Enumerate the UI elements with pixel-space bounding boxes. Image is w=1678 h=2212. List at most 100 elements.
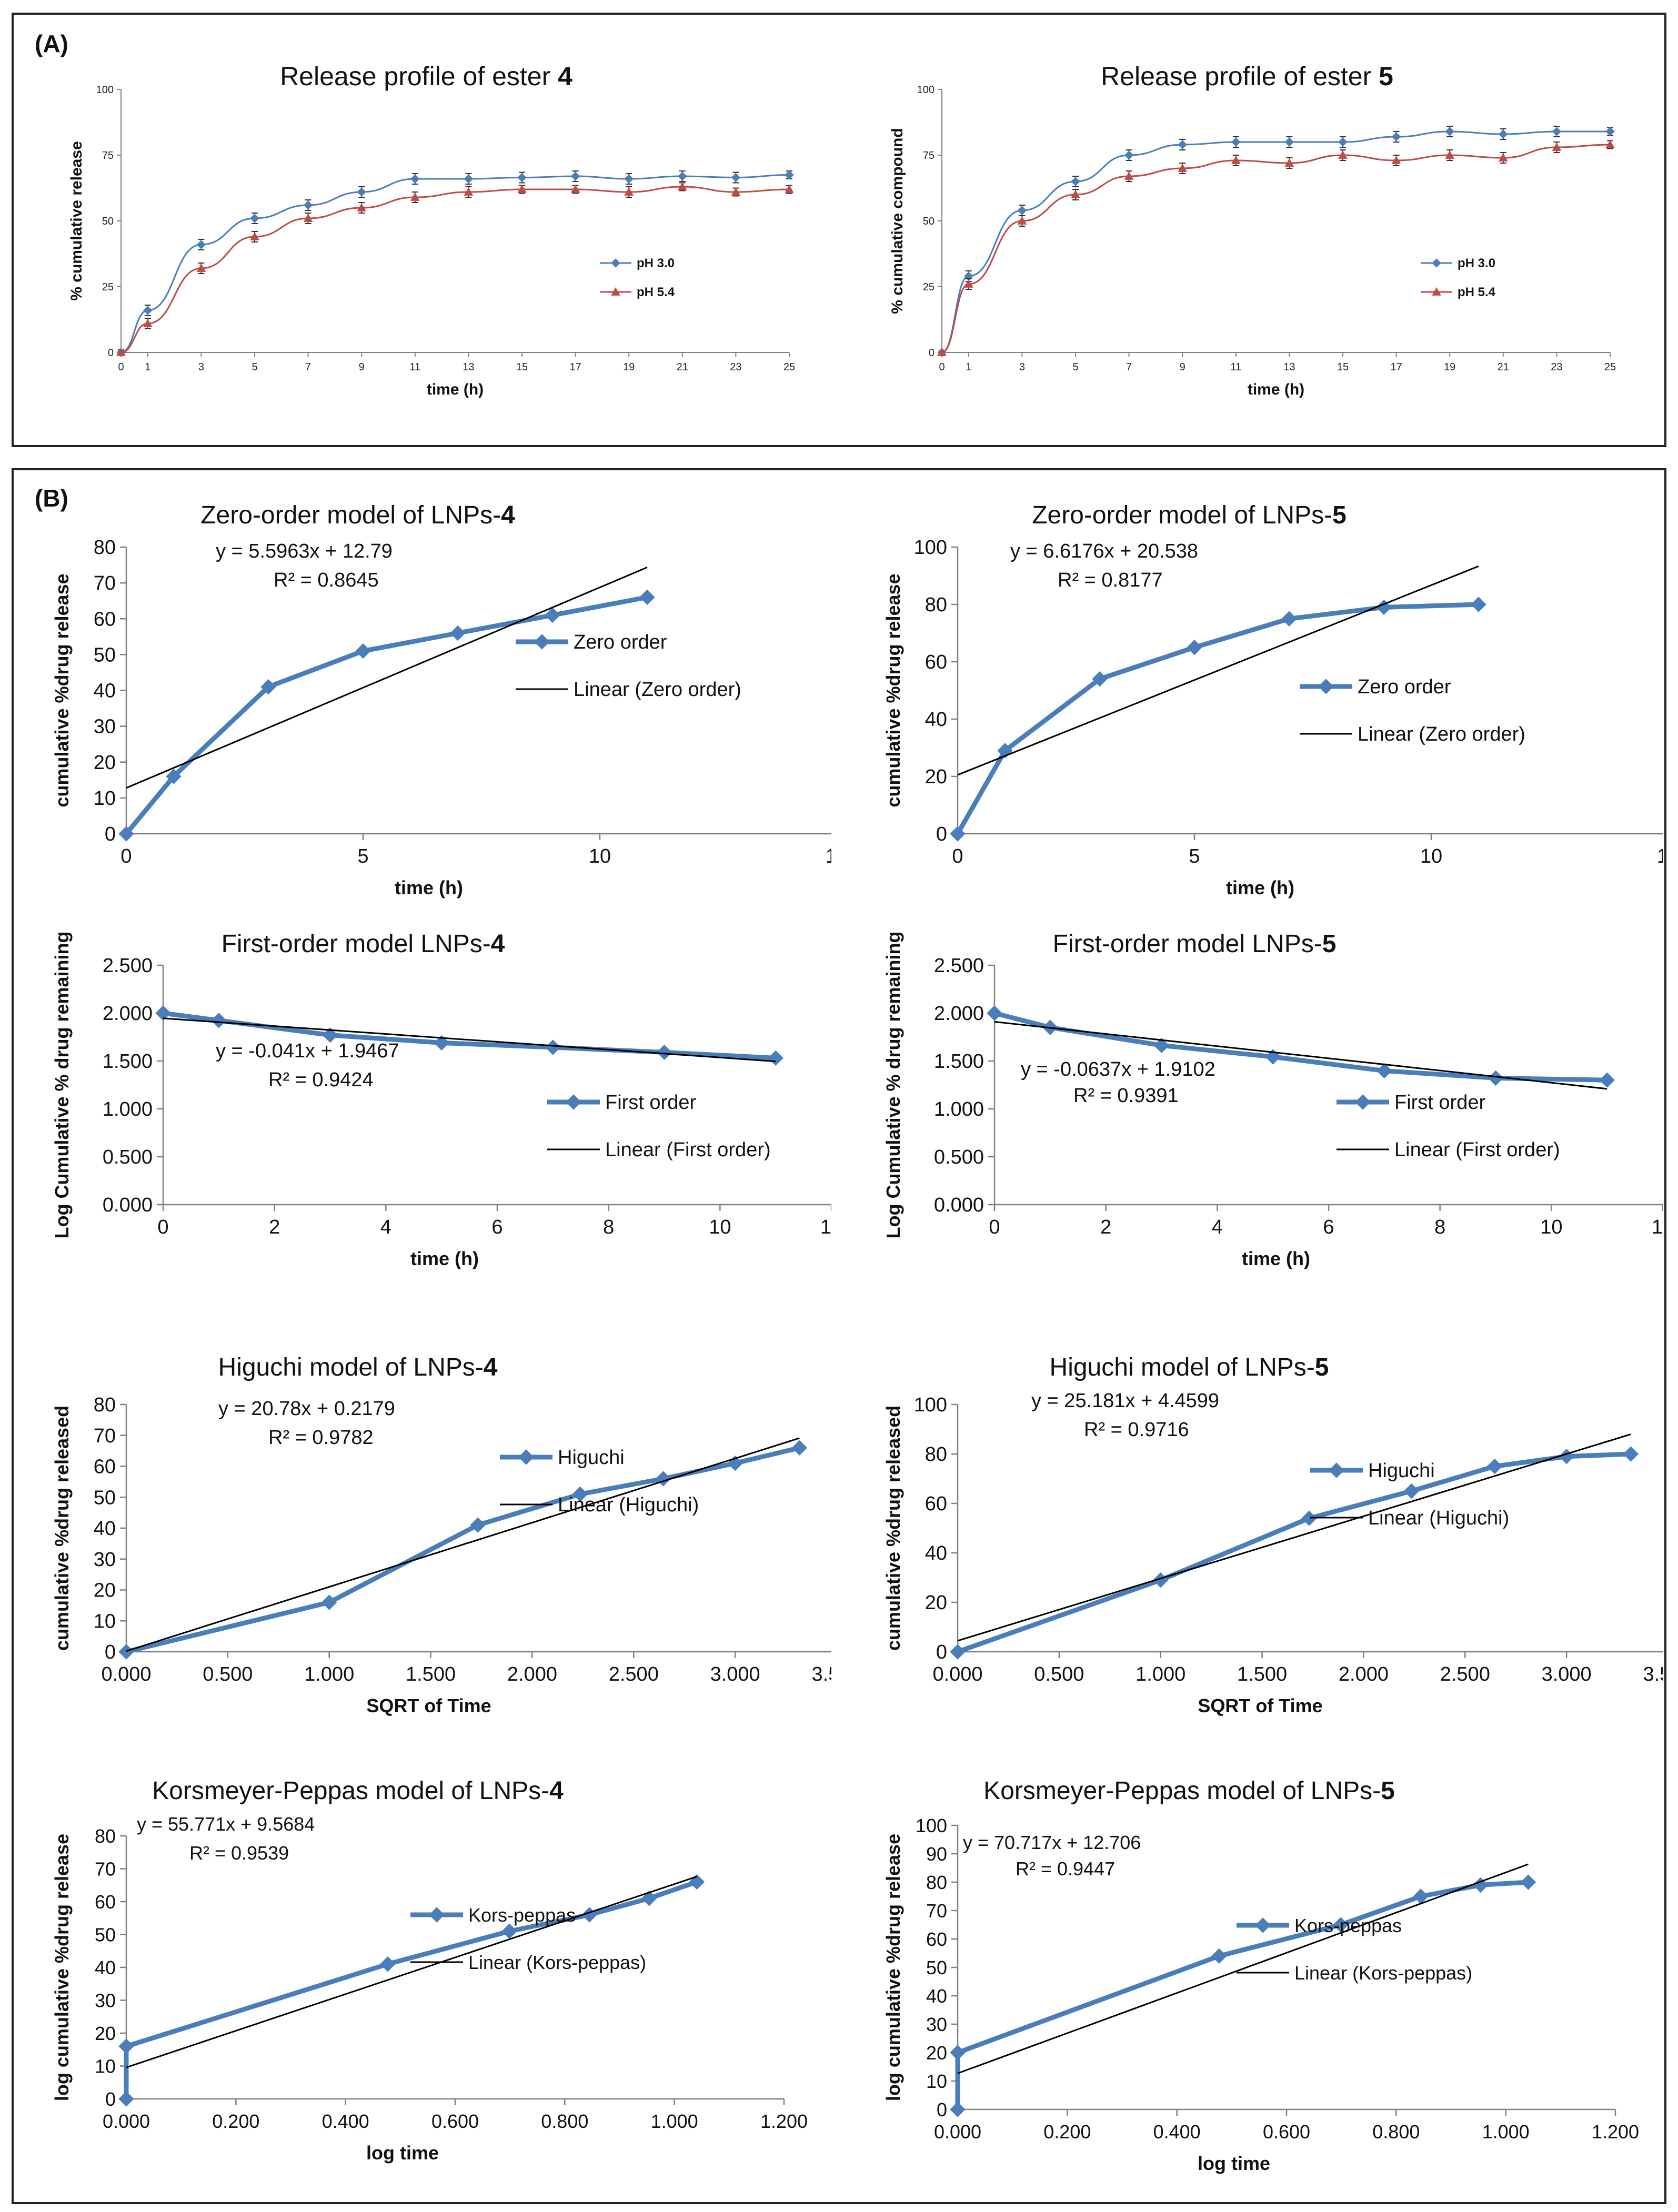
data-point [1178,140,1187,149]
data-point [357,188,366,196]
y-tick-label: 0 [105,2088,116,2110]
chart-higuchi-lnps-5: Higuchi model of LNPs-50204060801000.000… [852,1347,1663,1731]
chart-zero-order-lnps-5: Zero-order model of LNPs-50204060801000 5… [852,489,1663,921]
data-point [950,1644,965,1659]
y-tick-label: 20 [94,1580,116,1602]
data-point [119,2092,134,2106]
x-tick-label: 21 [677,361,688,373]
legend-label: pH 5.4 [1458,285,1496,299]
x-tick-label: 3.500 [811,1663,831,1685]
data-point [1623,1447,1638,1461]
x-tick-label: 3.500 [1643,1663,1663,1685]
x-tick-label: 23 [730,361,741,373]
y-tick-label: 90 [926,1843,947,1865]
y-tick-label: 100 [914,1394,947,1416]
chart-title: Higuchi model of LNPs-4 [218,1354,498,1381]
chart-title: Higuchi model of LNPs-5 [1050,1354,1329,1381]
x-tick-label: 11 [409,361,420,373]
y-tick-label: 100 [917,84,935,96]
data-point [1232,138,1240,146]
x-tick-label: 15 [1337,361,1349,373]
x-tick-label: 8 [1434,1216,1445,1238]
y-tick-label: 30 [94,1549,116,1571]
series-line [126,1448,799,1652]
legend-marker [1355,1095,1370,1109]
chart-first-order-lnps-4: First-order model LNPs-40.0000.5001.0001… [21,926,831,1305]
y-tick-label: 30 [94,716,116,738]
y-tick-label: 60 [925,1493,947,1515]
x-axis-label: time (h) [427,381,484,398]
x-tick-label: 0.000 [103,2110,150,2132]
x-tick-label: 13 [1283,361,1295,373]
fit-equation: y = -0.041x + 1.9467 [216,1040,399,1062]
data-point [356,644,370,659]
data-point [640,590,655,604]
x-tick-label: 0.200 [212,2110,259,2132]
fit-equation: y = 20.78x + 0.2179 [218,1398,395,1420]
data-point [304,201,313,209]
x-tick-label: 13 [463,361,474,373]
y-tick-label: 60 [94,1456,116,1478]
x-tick-label: 6 [491,1216,503,1238]
y-tick-label: 2.500 [934,955,984,977]
y-tick-label: 0.000 [103,1194,153,1216]
chart-title: First-order model LNPs-5 [1053,930,1337,958]
y-tick-label: 20 [925,766,947,788]
data-point [119,2039,134,2054]
y-tick-label: 10 [94,787,116,810]
y-tick-label: 40 [926,1985,947,2007]
data-point [1404,1484,1419,1499]
x-tick-label: 4 [1212,1216,1223,1238]
chart-higuchi-lnps-4: Higuchi model of LNPs-401020304050607080… [21,1347,831,1731]
x-tick-label: 5 [357,845,368,867]
data-point [1071,177,1080,186]
x-tick-label: 0.800 [541,2110,588,2132]
x-axis-label: time (h) [410,1248,479,1269]
chart-title: Zero-order model of LNPs-4 [200,501,515,529]
data-point [1445,127,1454,136]
y-axis-label: cumulative %drug released [882,1406,904,1651]
x-tick-label: 0 [989,1216,1000,1238]
x-tick-label: 7 [1126,361,1132,373]
legend-label: Higuchi [1368,1460,1435,1482]
x-tick-label: 1.500 [1237,1663,1287,1685]
data-point [1339,138,1347,146]
x-tick-label: 1 [966,361,971,373]
legend-label: Kors-peppas [468,1904,576,1926]
x-tick-label: 2 [1100,1216,1111,1238]
y-tick-label: 40 [925,709,947,731]
legend-fit-label: Linear (Zero order) [574,679,741,701]
x-axis-label: log time [366,2142,439,2164]
legend-marker [535,634,549,649]
y-axis-label: % cumulative compound [889,128,906,314]
y-tick-label: 80 [925,1443,947,1466]
legend-label: pH 5.4 [637,285,675,299]
legend-label: Kors-peppas [1294,1915,1402,1936]
y-tick-label: 0.500 [103,1146,153,1168]
data-point [625,175,633,183]
x-axis-label: time (h) [1226,877,1294,898]
x-tick-label: 4 [380,1216,391,1238]
data-point [411,175,419,183]
x-tick-label: 0 [120,845,132,867]
data-point [792,1440,807,1455]
y-tick-label: 1.500 [103,1051,153,1073]
x-tick-label: 0 [939,361,944,373]
data-point [987,1006,1002,1021]
data-point [1282,611,1297,626]
x-tick-label: 0 [157,1216,168,1238]
legend-fit-label: Linear (Higuchi) [1368,1507,1509,1529]
x-tick-label: 9 [359,361,365,373]
x-tick-label: 19 [623,361,635,373]
x-tick-label: 1.200 [1592,2121,1639,2143]
x-tick-label: 1.000 [304,1663,354,1685]
x-tick-label: 12 [1652,1216,1663,1238]
data-point [1559,1449,1574,1464]
x-axis-label: time (h) [395,877,463,898]
x-tick-label: 2.000 [1339,1663,1389,1685]
x-tick-label: 1 [145,361,150,373]
fit-equation: y = 70.717x + 12.706 [963,1832,1141,1853]
fit-r-squared: R² = 0.8645 [274,569,379,591]
y-tick-label: 1.000 [934,1098,984,1120]
fit-equation: y = -0.0637x + 1.9102 [1021,1058,1215,1080]
